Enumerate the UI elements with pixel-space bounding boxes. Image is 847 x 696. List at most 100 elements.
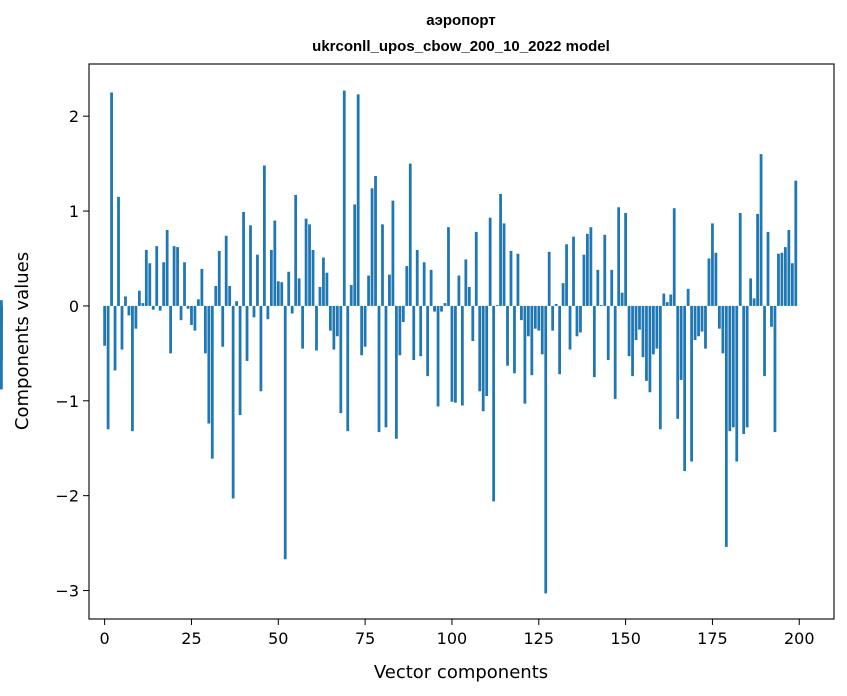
bar bbox=[294, 194, 298, 306]
bar bbox=[412, 305, 416, 360]
bar bbox=[495, 304, 499, 306]
bar bbox=[575, 305, 579, 337]
bar bbox=[620, 292, 624, 306]
bar bbox=[193, 305, 197, 331]
bar bbox=[728, 305, 732, 432]
bar bbox=[652, 305, 655, 355]
bar bbox=[266, 305, 270, 320]
bar bbox=[329, 305, 332, 331]
bar bbox=[547, 251, 551, 306]
bar bbox=[242, 212, 245, 306]
bar bbox=[638, 305, 641, 330]
bar bbox=[158, 305, 162, 311]
x-tick-label: 25 bbox=[181, 629, 201, 648]
bar bbox=[526, 305, 530, 337]
bar bbox=[537, 305, 541, 331]
bar bbox=[436, 305, 440, 407]
bar bbox=[259, 305, 263, 392]
bar bbox=[398, 305, 402, 356]
bar bbox=[735, 305, 739, 462]
bar bbox=[520, 305, 523, 321]
bar bbox=[499, 193, 502, 306]
bar bbox=[749, 278, 753, 306]
bar bbox=[645, 305, 648, 381]
y-tick-label: 0 bbox=[69, 297, 79, 316]
bar bbox=[415, 249, 419, 306]
bar bbox=[467, 286, 471, 306]
bar bbox=[124, 296, 127, 306]
bar bbox=[280, 282, 284, 306]
bar bbox=[273, 220, 277, 306]
bar bbox=[561, 283, 565, 306]
y-tick-label: −2 bbox=[55, 487, 79, 506]
y-tick-label: −1 bbox=[55, 392, 79, 411]
bar bbox=[207, 305, 211, 424]
bar bbox=[183, 262, 186, 306]
chart-title: аэропорт bbox=[426, 12, 496, 29]
bar bbox=[617, 207, 621, 306]
bar bbox=[506, 305, 509, 366]
bar bbox=[624, 212, 627, 306]
y-axis: 2 1 0 −1 −2 −3 bbox=[55, 107, 89, 601]
bar bbox=[648, 305, 652, 393]
bar bbox=[367, 275, 370, 306]
bar bbox=[325, 272, 329, 306]
bar bbox=[586, 233, 589, 306]
bar bbox=[110, 92, 113, 306]
bar bbox=[165, 230, 169, 306]
bar bbox=[759, 154, 763, 306]
bar bbox=[370, 188, 374, 306]
bar bbox=[485, 305, 489, 397]
bar bbox=[0, 300, 3, 306]
bar bbox=[662, 293, 666, 306]
bar bbox=[783, 247, 787, 306]
bar bbox=[231, 305, 235, 499]
bar bbox=[492, 305, 496, 502]
bar bbox=[488, 217, 492, 306]
y-tick-label: 2 bbox=[69, 107, 79, 126]
bar bbox=[332, 305, 336, 350]
x-tick-label: 175 bbox=[697, 629, 728, 648]
bar bbox=[214, 286, 218, 306]
bar bbox=[686, 288, 690, 306]
bar bbox=[238, 305, 242, 416]
bar bbox=[381, 224, 384, 306]
x-tick-label: 100 bbox=[437, 629, 468, 648]
bar bbox=[197, 299, 200, 306]
bar bbox=[151, 305, 155, 310]
bar bbox=[509, 250, 513, 306]
bar bbox=[335, 305, 339, 337]
bar bbox=[276, 281, 280, 306]
bar bbox=[217, 250, 221, 306]
x-tick-label: 125 bbox=[524, 629, 555, 648]
bar bbox=[155, 246, 159, 306]
bar bbox=[596, 269, 600, 306]
bar bbox=[384, 305, 388, 428]
bar bbox=[474, 231, 478, 306]
bar bbox=[582, 254, 586, 306]
bar bbox=[551, 305, 555, 331]
y-tick-label: 1 bbox=[69, 202, 79, 221]
bar bbox=[322, 257, 325, 306]
bar bbox=[342, 90, 346, 306]
bars-group bbox=[0, 90, 798, 594]
bar bbox=[780, 252, 784, 306]
x-axis-label: Vector components bbox=[374, 662, 548, 683]
bar bbox=[714, 252, 718, 306]
bar bbox=[374, 175, 377, 306]
bar bbox=[210, 305, 214, 459]
bar bbox=[704, 305, 707, 349]
bar bbox=[356, 94, 360, 306]
bar bbox=[134, 305, 138, 329]
bar bbox=[301, 305, 304, 349]
bar bbox=[554, 304, 558, 306]
bar bbox=[447, 227, 450, 306]
bar bbox=[141, 303, 145, 306]
bar bbox=[711, 223, 714, 306]
bar bbox=[530, 305, 534, 376]
bar bbox=[249, 225, 252, 306]
bar bbox=[190, 305, 193, 325]
bar bbox=[481, 305, 485, 412]
